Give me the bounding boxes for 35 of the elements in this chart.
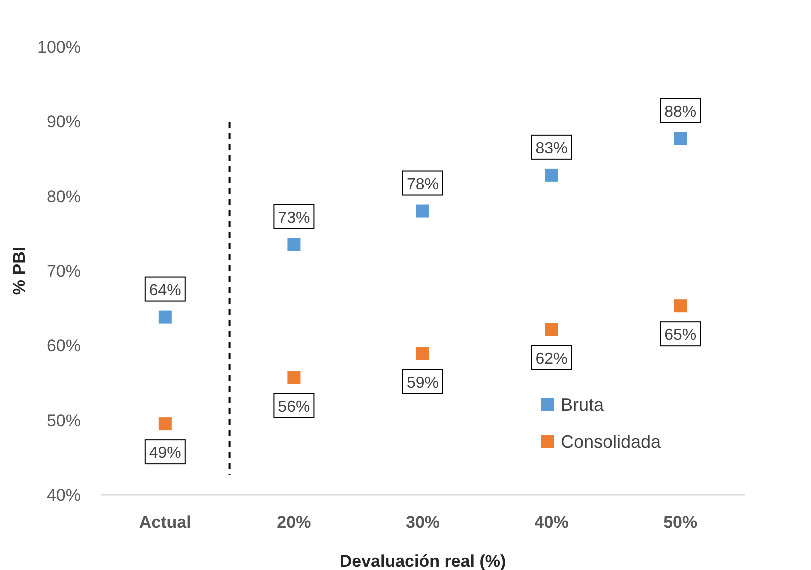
x-tick-label: 20% [277, 513, 312, 532]
data-label: 49% [149, 445, 182, 462]
legend-label: Consolidada [561, 432, 662, 452]
point [158, 310, 172, 324]
y-tick-label: 40% [46, 486, 81, 505]
point [674, 132, 688, 146]
point [416, 204, 430, 218]
y-tick-label: 70% [46, 262, 81, 281]
data-label: 73% [278, 210, 310, 227]
y-axis-title: % PBI [10, 246, 29, 296]
y-tick-label: 100% [38, 38, 81, 57]
data-label: 88% [664, 104, 697, 121]
x-tick-label: 40% [534, 513, 569, 532]
data-label: 64% [149, 282, 182, 300]
data-label: 83% [536, 140, 568, 158]
data-label: 56% [278, 398, 310, 416]
point [416, 347, 430, 360]
point [674, 300, 688, 313]
x-tick-label: Actual [139, 513, 192, 532]
legend-label: Bruta [561, 395, 606, 415]
x-tick-label: 30% [406, 513, 440, 532]
y-tick-label: 80% [46, 187, 81, 206]
point [545, 323, 558, 336]
point [288, 371, 301, 384]
y-tick-label: 60% [46, 336, 81, 356]
point [288, 238, 301, 252]
data-label: 65% [664, 327, 697, 344]
point [545, 168, 558, 182]
y-tick-label: 50% [46, 411, 81, 430]
y-tick-label: 90% [46, 112, 81, 132]
point [158, 418, 172, 431]
data-label: 78% [406, 176, 440, 194]
data-label: 62% [536, 350, 568, 368]
x-tick-label: 50% [664, 513, 698, 532]
data-label: 59% [406, 374, 440, 392]
